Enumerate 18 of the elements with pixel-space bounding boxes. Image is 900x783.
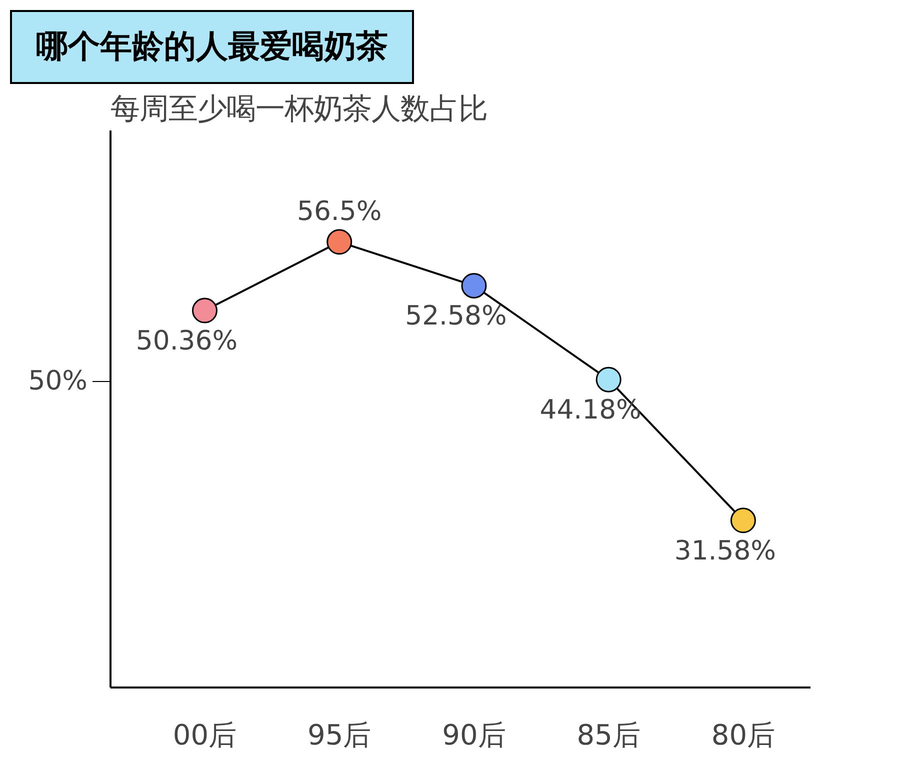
x-tick-label: 00后 bbox=[172, 718, 237, 752]
x-tick-label: 95后 bbox=[308, 718, 372, 752]
data-label: 50.36% bbox=[136, 325, 238, 356]
text: 50% bbox=[28, 365, 88, 396]
point bbox=[596, 366, 622, 392]
data-label: 52.58% bbox=[405, 300, 507, 332]
point bbox=[730, 507, 756, 533]
point bbox=[461, 272, 487, 298]
chart-title: 哪个年龄的人最爱喝奶茶 bbox=[36, 26, 388, 67]
point bbox=[326, 228, 352, 254]
x-tick-label: 80后 bbox=[711, 718, 776, 752]
data-label: 56.5% bbox=[297, 196, 382, 227]
chart-subtitle: 每周至少喝一杯奶茶人数占比 bbox=[110, 91, 488, 126]
x-tick-label: 85后 bbox=[576, 718, 640, 752]
data-label: 44.18% bbox=[540, 394, 642, 426]
x-tick-label: 90后 bbox=[442, 718, 506, 752]
point bbox=[192, 297, 218, 323]
data-label: 31.58% bbox=[674, 535, 776, 566]
